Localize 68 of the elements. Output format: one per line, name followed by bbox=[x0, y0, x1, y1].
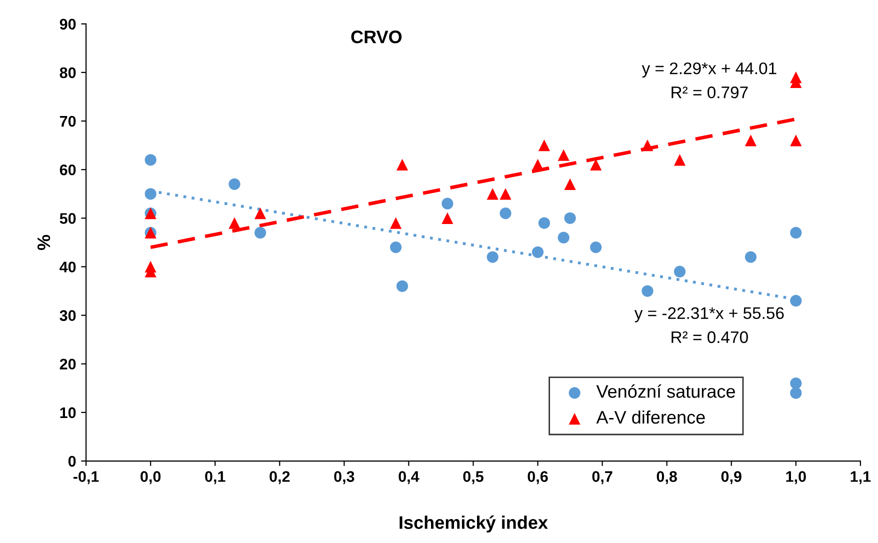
point bbox=[390, 241, 402, 254]
point bbox=[558, 232, 570, 244]
point bbox=[790, 134, 802, 146]
point bbox=[642, 140, 654, 152]
point bbox=[744, 251, 757, 263]
point bbox=[144, 188, 156, 200]
point bbox=[442, 198, 454, 210]
point bbox=[538, 217, 550, 229]
legend-label: Venózní saturace bbox=[596, 384, 735, 398]
point bbox=[442, 212, 454, 224]
y-tick-label: 0 bbox=[68, 456, 76, 467]
x-tick-label: 0,6 bbox=[528, 471, 548, 484]
point bbox=[486, 188, 498, 200]
point bbox=[590, 241, 602, 254]
y-axis-title: % bbox=[37, 234, 50, 250]
point bbox=[558, 149, 570, 161]
point bbox=[674, 266, 686, 278]
point bbox=[790, 377, 802, 390]
chart-title: CRVO bbox=[351, 30, 402, 44]
annotation: R² = 0.797 bbox=[672, 86, 748, 98]
point bbox=[790, 387, 802, 399]
point bbox=[254, 208, 266, 220]
y-tick-label: 40 bbox=[60, 262, 76, 272]
point bbox=[486, 251, 498, 263]
y-tick-label: 20 bbox=[60, 358, 76, 370]
point bbox=[254, 226, 266, 239]
x-tick-label: 0,3 bbox=[334, 471, 354, 484]
x-tick-label: 0,4 bbox=[398, 471, 420, 484]
point bbox=[500, 188, 512, 200]
point bbox=[228, 217, 240, 229]
point bbox=[532, 158, 544, 171]
point bbox=[790, 226, 802, 239]
point bbox=[396, 280, 408, 292]
point bbox=[532, 246, 544, 258]
x-tick-label: 0,1 bbox=[205, 471, 226, 484]
x-tick-label: 0,0 bbox=[140, 471, 161, 484]
point bbox=[144, 154, 156, 166]
y-tick-label: 30 bbox=[60, 310, 76, 322]
y-tick-label: 80 bbox=[60, 67, 76, 78]
point bbox=[674, 154, 686, 166]
point bbox=[228, 178, 240, 190]
x-tick-label: -0,1 bbox=[73, 471, 99, 484]
annotation: R² = 0.470 bbox=[672, 331, 748, 344]
legend-label: A-V diference bbox=[596, 410, 705, 424]
point bbox=[790, 294, 802, 307]
x-tick-label: 1,1 bbox=[850, 471, 871, 484]
annotation: y = 2.29*x + 44.01 bbox=[642, 62, 776, 78]
y-tick-label: 50 bbox=[60, 213, 76, 224]
annotation: y = -22.31*x + 55.56 bbox=[634, 307, 784, 322]
y-tick-label: 10 bbox=[60, 407, 76, 418]
x-tick-label: 1,0 bbox=[786, 471, 806, 484]
y-tick-label: 70 bbox=[60, 116, 76, 127]
y-tick-label: 60 bbox=[60, 164, 76, 176]
point bbox=[744, 134, 757, 146]
point bbox=[396, 158, 408, 171]
y-tick-label: 90 bbox=[60, 18, 76, 30]
x-tick-label: 0,7 bbox=[592, 471, 612, 484]
point bbox=[538, 140, 550, 152]
x-axis-title: Ischemický index bbox=[400, 516, 548, 533]
x-tick-label: 0,9 bbox=[721, 471, 742, 484]
x-tick-label: 0,5 bbox=[463, 471, 484, 484]
point bbox=[564, 178, 576, 190]
point bbox=[500, 208, 512, 220]
point bbox=[390, 217, 402, 229]
point bbox=[564, 212, 576, 224]
x-tick-label: 0,8 bbox=[656, 471, 677, 484]
point bbox=[642, 285, 654, 297]
x-tick-label: 0,2 bbox=[270, 471, 290, 484]
